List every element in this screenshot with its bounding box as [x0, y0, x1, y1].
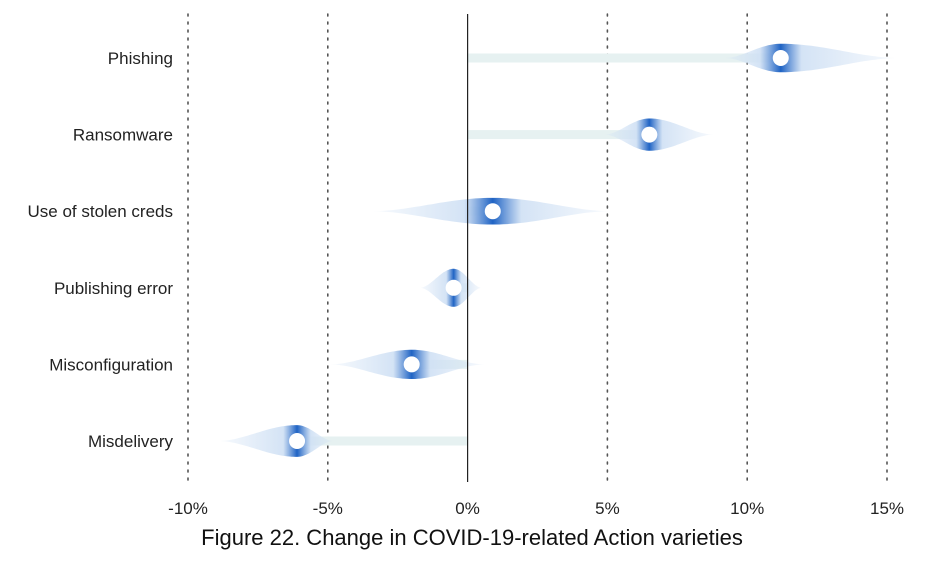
x-tick-label: 0% — [455, 499, 480, 518]
x-tick-label: -5% — [313, 499, 343, 518]
x-tick-label: -10% — [168, 499, 208, 518]
x-tick-label: 15% — [870, 499, 904, 518]
point-estimate — [403, 356, 420, 373]
violins — [218, 43, 899, 457]
category-label: Phishing — [108, 49, 173, 68]
category-label: Publishing error — [54, 279, 173, 298]
range-bar — [297, 436, 468, 446]
range-bar — [467, 130, 650, 140]
range-bar — [467, 53, 781, 63]
point-estimate — [772, 50, 789, 66]
violin — [604, 118, 714, 151]
x-tick-label: 10% — [730, 499, 764, 518]
point-estimate — [484, 203, 501, 220]
category-labels: Phishing Ransomware Use of stolen creds Pub… — [27, 49, 173, 451]
x-tick-label: 5% — [595, 499, 620, 518]
point-estimate — [641, 126, 658, 143]
violin-chart: Phishing Ransomware Use of stolen creds Pub… — [27, 13, 904, 518]
violin — [218, 425, 334, 457]
category-label: Use of stolen creds — [27, 202, 173, 221]
violin — [724, 43, 899, 73]
point-estimate — [289, 433, 306, 449]
category-label: Misconfiguration — [49, 355, 173, 374]
category-label: Ransomware — [73, 126, 173, 145]
grid-lines — [187, 13, 888, 483]
point-estimates — [289, 50, 789, 449]
category-label: Misdelivery — [88, 432, 174, 451]
point-estimate — [445, 279, 462, 296]
chart-title: Figure 22. Change in COVID-19-related Ac… — [201, 525, 743, 550]
range-bars — [297, 53, 781, 446]
x-tick-labels: -10% -5% 0% 5% 10% 15% — [168, 499, 904, 518]
